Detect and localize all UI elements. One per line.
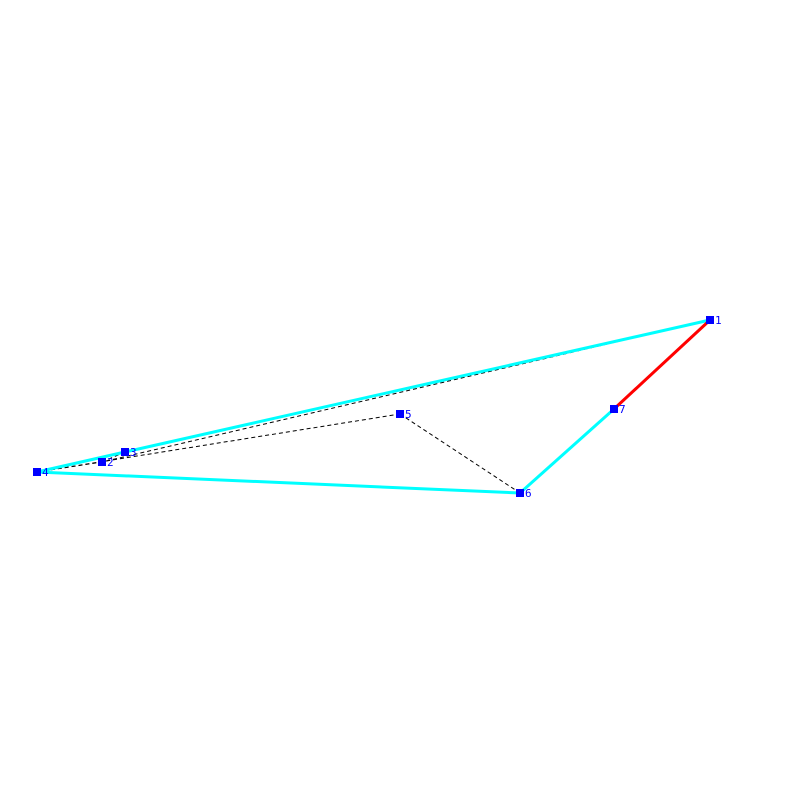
vertex-3: 3: [121, 446, 137, 459]
vertex-2: 2: [98, 456, 114, 469]
vertex-label: 2: [107, 456, 114, 469]
vertex-7: 7: [610, 403, 626, 416]
vertex-marker: [610, 405, 618, 413]
vertex-marker: [516, 489, 524, 497]
vertex-5: 5: [396, 408, 412, 421]
hull-edges: [36, 318, 711, 495]
hull-edge-6-7: [519, 407, 615, 495]
hull-edge-3-4: [36, 450, 126, 474]
vertex-marker: [98, 458, 106, 466]
hull-edge-4-6: [36, 470, 521, 495]
dashed-edge-1-2: [101, 319, 711, 463]
highlight-edge-7-1: [612, 318, 712, 411]
vertices: 1 2 3 4 5 6 7: [33, 314, 722, 500]
vertex-1: 1: [706, 314, 722, 327]
vertex-label: 7: [619, 403, 626, 416]
vertex-6: 6: [516, 487, 532, 500]
hull-edge-1-3: [124, 318, 711, 454]
vertex-marker: [706, 316, 714, 324]
vertex-marker: [121, 448, 129, 456]
vertex-label: 1: [715, 314, 722, 327]
vertex-marker: [33, 468, 41, 476]
dashed-edge-5-6: [399, 413, 521, 494]
vertex-4: 4: [33, 466, 49, 479]
vertex-label: 5: [405, 408, 412, 421]
vertex-label: 4: [42, 466, 49, 479]
vertex-label: 3: [130, 446, 137, 459]
vertex-marker: [396, 410, 404, 418]
vertex-label: 6: [525, 487, 532, 500]
highlight-edges: [612, 318, 712, 411]
dashed-edge-4-5: [36, 413, 401, 473]
